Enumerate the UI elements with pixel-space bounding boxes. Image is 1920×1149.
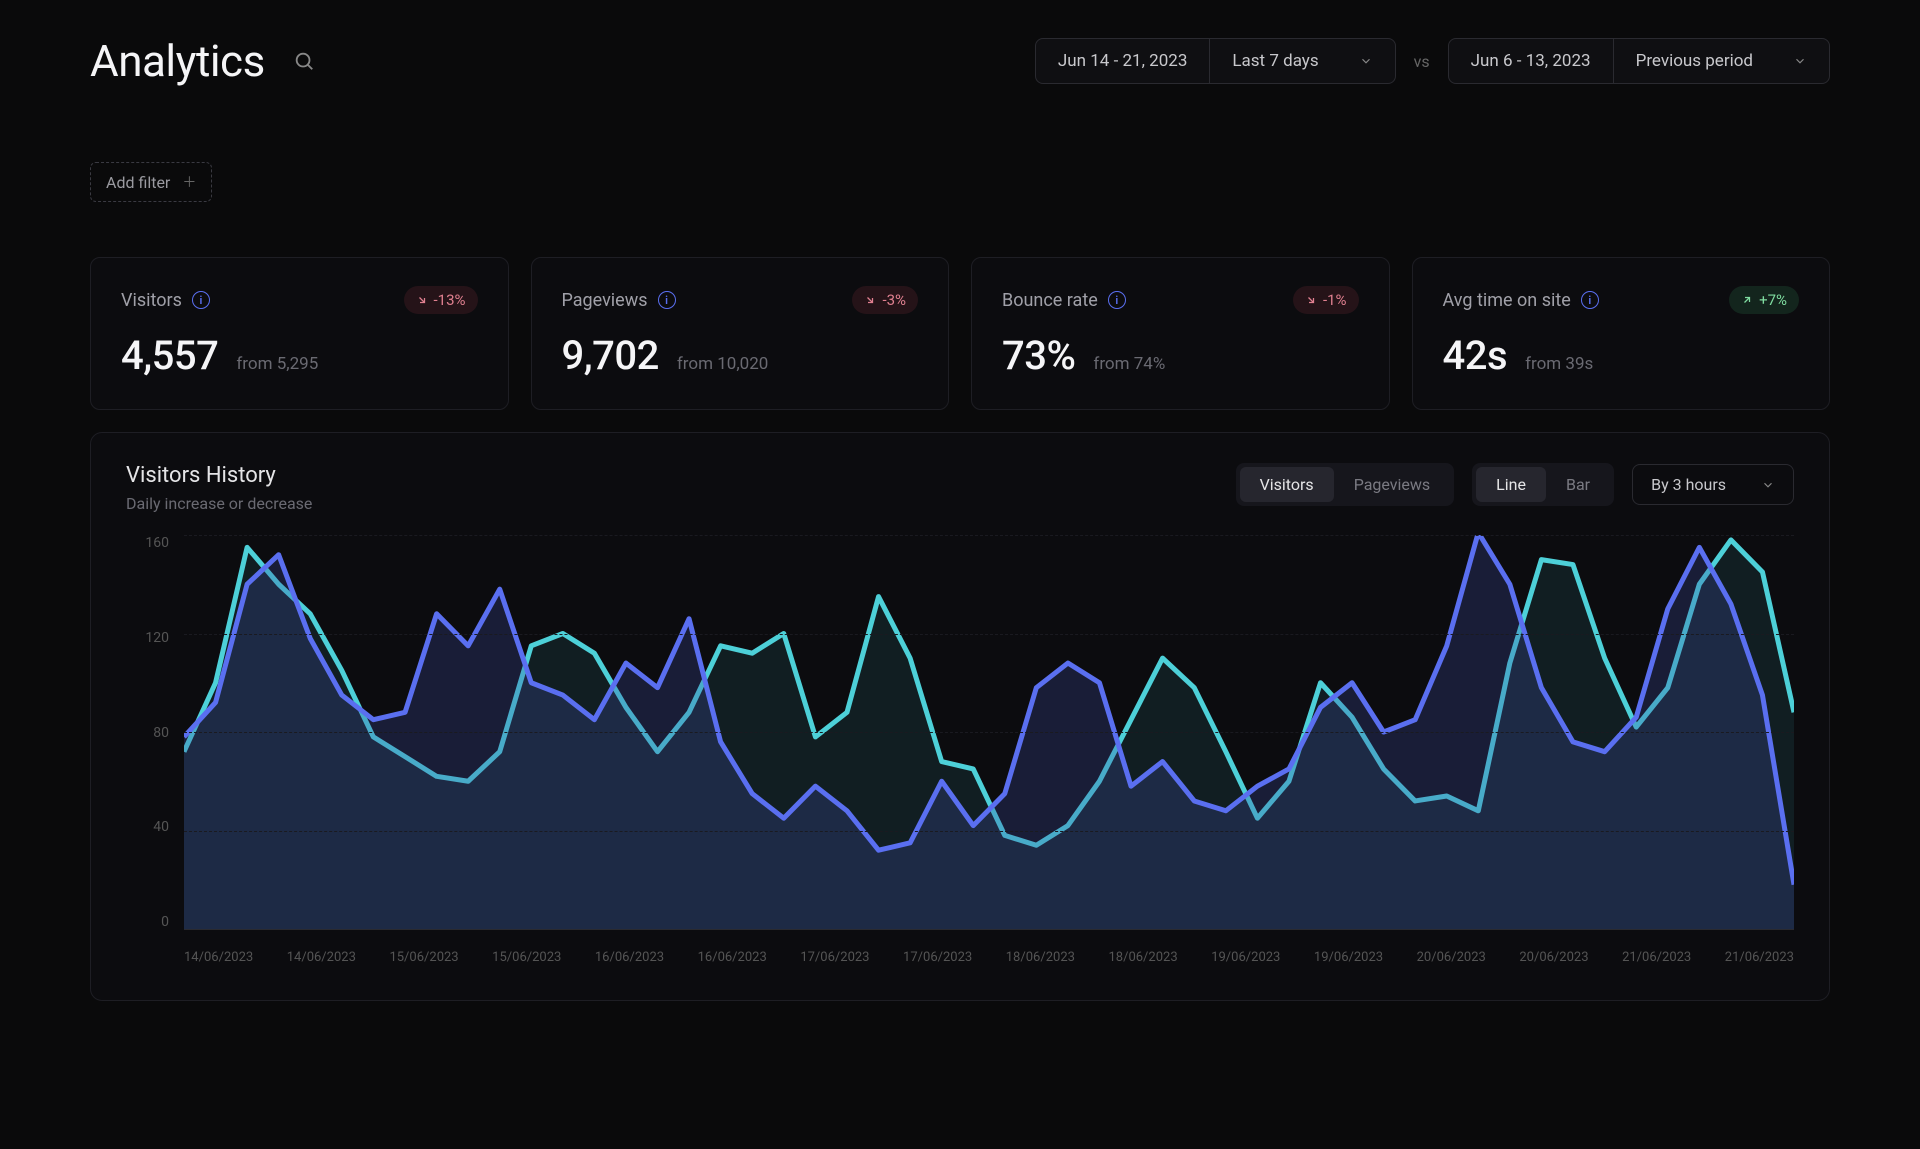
tab-pageviews[interactable]: Pageviews — [1334, 467, 1450, 502]
metric-delta: -13% — [404, 286, 478, 314]
chevron-down-icon — [1359, 54, 1373, 68]
x-tick: 16/06/2023 — [595, 950, 664, 965]
metric-delta: -1% — [1293, 286, 1359, 314]
search-button[interactable] — [290, 47, 318, 75]
x-tick: 18/06/2023 — [1108, 950, 1177, 965]
x-tick: 19/06/2023 — [1211, 950, 1280, 965]
info-icon[interactable]: i — [1581, 291, 1599, 309]
arrow-up-right-icon — [1741, 294, 1753, 306]
metric-from: from 39s — [1525, 354, 1593, 374]
x-tick: 19/06/2023 — [1314, 950, 1383, 965]
x-tick: 21/06/2023 — [1622, 950, 1691, 965]
chevron-down-icon — [1793, 54, 1807, 68]
metric-delta: -3% — [852, 286, 918, 314]
metric-label: Avg time on site — [1443, 290, 1571, 311]
metric-card[interactable]: Pageviews i -3% 9,702 from 10,020 — [531, 257, 950, 410]
metric-value: 73% — [1002, 332, 1075, 379]
grid-line — [184, 634, 1794, 635]
search-icon — [293, 50, 315, 72]
interval-select[interactable]: By 3 hours — [1632, 464, 1794, 505]
y-tick: 80 — [126, 725, 181, 741]
x-tick: 21/06/2023 — [1725, 950, 1794, 965]
metric-toggle: VisitorsPageviews — [1236, 463, 1455, 506]
date-range-compare-value[interactable]: Jun 6 - 13, 2023 — [1449, 39, 1613, 83]
x-tick: 20/06/2023 — [1417, 950, 1486, 965]
date-range-compare-preset-label: Previous period — [1636, 51, 1753, 71]
metric-from: from 10,020 — [677, 354, 768, 374]
metric-value: 42s — [1443, 332, 1508, 379]
add-filter-button[interactable]: Add filter ＋ — [90, 162, 212, 202]
x-tick: 15/06/2023 — [492, 950, 561, 965]
grid-line — [184, 831, 1794, 832]
tab-bar[interactable]: Bar — [1546, 467, 1610, 502]
arrow-down-right-icon — [864, 294, 876, 306]
metric-card[interactable]: Avg time on site i +7% 42s from 39s — [1412, 257, 1831, 410]
x-tick: 17/06/2023 — [903, 950, 972, 965]
chart-title: Visitors History — [126, 463, 312, 488]
grid-line — [184, 732, 1794, 733]
date-range-compare-label: Jun 6 - 13, 2023 — [1471, 51, 1591, 71]
metric-value: 9,702 — [562, 332, 659, 379]
info-icon[interactable]: i — [192, 291, 210, 309]
chart-subtitle: Daily increase or decrease — [126, 494, 312, 513]
metric-value: 4,557 — [121, 332, 218, 379]
metric-label: Visitors — [121, 290, 182, 311]
y-tick: 120 — [126, 630, 181, 646]
x-tick: 16/06/2023 — [698, 950, 767, 965]
date-range-current-value[interactable]: Jun 14 - 21, 2023 — [1036, 39, 1209, 83]
arrow-down-right-icon — [1305, 294, 1317, 306]
date-range-current-label: Jun 14 - 21, 2023 — [1058, 51, 1187, 71]
metric-label: Pageviews — [562, 290, 648, 311]
x-tick: 20/06/2023 — [1519, 950, 1588, 965]
metric-card[interactable]: Visitors i -13% 4,557 from 5,295 — [90, 257, 509, 410]
metric-card[interactable]: Bounce rate i -1% 73% from 74% — [971, 257, 1390, 410]
add-filter-label: Add filter — [106, 173, 170, 192]
date-range-current-preset[interactable]: Last 7 days — [1209, 39, 1394, 83]
x-tick: 14/06/2023 — [184, 950, 253, 965]
y-tick: 160 — [126, 535, 181, 551]
arrow-down-right-icon — [416, 294, 428, 306]
date-range-current: Jun 14 - 21, 2023 Last 7 days — [1035, 38, 1396, 84]
metric-from: from 74% — [1093, 354, 1165, 374]
x-tick: 18/06/2023 — [1006, 950, 1075, 965]
y-tick: 40 — [126, 819, 181, 835]
grid-line — [184, 535, 1794, 536]
date-range-compare: Jun 6 - 13, 2023 Previous period — [1448, 38, 1830, 84]
date-range-compare-preset[interactable]: Previous period — [1613, 39, 1829, 83]
page-title: Analytics — [90, 35, 265, 87]
x-tick: 15/06/2023 — [389, 950, 458, 965]
chart-mode-toggle: LineBar — [1472, 463, 1614, 506]
x-tick: 14/06/2023 — [287, 950, 356, 965]
plus-icon: ＋ — [182, 172, 196, 192]
metric-from: from 5,295 — [236, 354, 318, 374]
tab-line[interactable]: Line — [1476, 467, 1546, 502]
x-tick: 17/06/2023 — [800, 950, 869, 965]
info-icon[interactable]: i — [658, 291, 676, 309]
metric-label: Bounce rate — [1002, 290, 1098, 311]
date-range-preset-label: Last 7 days — [1232, 51, 1318, 71]
vs-label: vs — [1414, 52, 1430, 71]
interval-label: By 3 hours — [1651, 475, 1726, 494]
chevron-down-icon — [1761, 478, 1775, 492]
y-tick: 0 — [126, 914, 181, 930]
info-icon[interactable]: i — [1108, 291, 1126, 309]
tab-visitors[interactable]: Visitors — [1240, 467, 1334, 502]
metric-delta: +7% — [1729, 286, 1799, 314]
